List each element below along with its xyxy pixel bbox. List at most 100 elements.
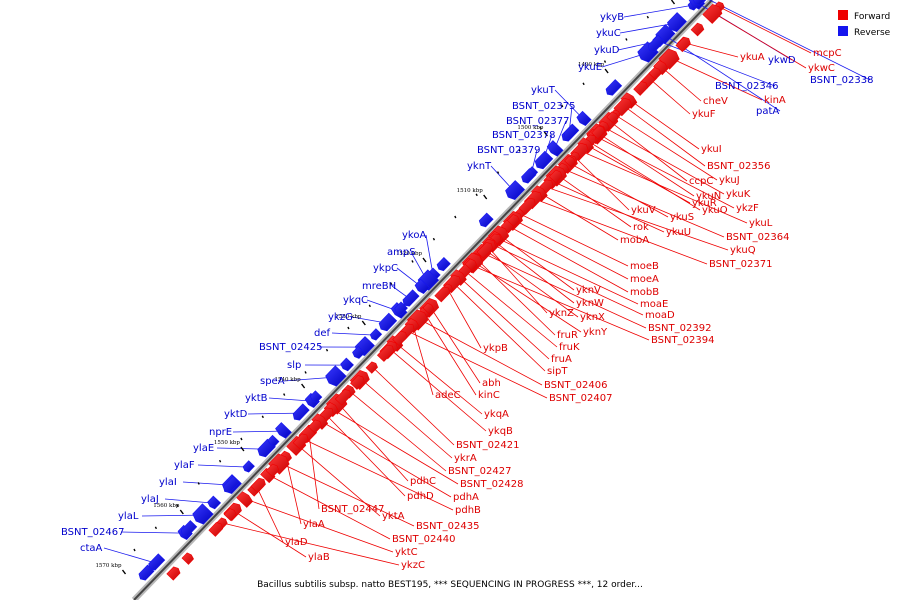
gene-label-ykuf[interactable]: ykuF: [692, 109, 716, 120]
gene-label-ykqc[interactable]: ykqC: [343, 295, 368, 306]
gene-label-bsnt-02356[interactable]: BSNT_02356: [707, 161, 770, 172]
gene-label-moea[interactable]: moeA: [630, 274, 659, 285]
gene-label-fruk[interactable]: fruK: [559, 342, 580, 353]
gene-label-ylae[interactable]: ylaE: [193, 443, 214, 454]
gene-label-yknx[interactable]: yknX: [580, 312, 605, 323]
gene-label-frua[interactable]: fruA: [551, 354, 572, 365]
gene-label-ykzg[interactable]: ykzG: [328, 312, 353, 323]
gene-label-ykuo[interactable]: ykuO: [702, 205, 728, 216]
gene-label-ykur[interactable]: ykuR: [692, 198, 717, 209]
gene-label-sipt[interactable]: sipT: [547, 366, 568, 377]
gene-label-ykqb[interactable]: ykqB: [488, 426, 513, 437]
gene-label-bsnt-02406[interactable]: BSNT_02406: [544, 380, 607, 391]
gene-label-frur[interactable]: fruR: [557, 330, 578, 341]
gene-label-pdhb[interactable]: pdhB: [455, 505, 481, 516]
gene-label-yktd[interactable]: yktD: [224, 409, 248, 420]
gene-label-npre[interactable]: nprE: [209, 427, 232, 438]
gene-label-ykuk[interactable]: ykuK: [726, 189, 751, 200]
gene-label-bsnt-02440[interactable]: BSNT_02440: [392, 534, 455, 545]
gene-label-yknz[interactable]: yknZ: [549, 308, 574, 319]
gene-label-mrebh[interactable]: mreBH: [362, 281, 396, 292]
gene-label-bsnt-02377[interactable]: BSNT_02377: [506, 116, 569, 127]
gene-label-bsnt-02392[interactable]: BSNT_02392: [648, 323, 711, 334]
gene-label-mcpc[interactable]: mcpC: [813, 48, 842, 59]
gene-label-ykul[interactable]: ykuL: [749, 218, 773, 229]
gene-label-yknv[interactable]: yknV: [576, 285, 601, 296]
gene-label-bsnt-02338[interactable]: BSNT_02338: [810, 75, 873, 86]
gene-label-moba[interactable]: mobA: [620, 235, 649, 246]
gene-label-bsnt-02379[interactable]: BSNT_02379: [477, 145, 540, 156]
gene-label-bsnt-02375[interactable]: BSNT_02375: [512, 101, 575, 112]
gene-label-ylaa[interactable]: ylaA: [303, 519, 325, 530]
gene-label-ylaf[interactable]: ylaF: [174, 460, 195, 471]
gene-label-pdha[interactable]: pdhA: [453, 492, 479, 503]
gene-label-pdhc[interactable]: pdhC: [410, 476, 436, 487]
gene-label-ctaa[interactable]: ctaA: [80, 543, 103, 554]
gene-label-bsnt-02425[interactable]: BSNT_02425: [259, 342, 322, 353]
leader-line: [302, 438, 454, 511]
gene-label-ykuj[interactable]: ykuJ: [719, 175, 740, 186]
gene-label-amps[interactable]: ampS: [387, 247, 416, 258]
gene-label-ykpb[interactable]: ykpB: [483, 343, 508, 354]
gene-label-pdhd[interactable]: pdhD: [407, 491, 434, 502]
gene-label-ykwd[interactable]: ykwD: [768, 55, 796, 66]
gene-label-ykyb[interactable]: ykyB: [600, 12, 624, 23]
gene-label-ylaj[interactable]: ylaJ: [141, 494, 159, 505]
gene-label-ccpc[interactable]: ccpC: [689, 176, 713, 187]
gene-label-bsnt-02346[interactable]: BSNT_02346: [715, 81, 778, 92]
gene-label-ykua[interactable]: ykuA: [740, 52, 765, 63]
gene-label-ylad[interactable]: ylaD: [285, 537, 308, 548]
gene-label-ykud[interactable]: ykuD: [594, 45, 620, 56]
gene-label-bsnt-02467[interactable]: BSNT_02467: [61, 527, 124, 538]
gene-label-ykue[interactable]: ykuE: [578, 62, 602, 73]
gene-label-bsnt-02407[interactable]: BSNT_02407: [549, 393, 612, 404]
gene-label-ylai[interactable]: ylaI: [159, 477, 177, 488]
gene-label-ykuc[interactable]: ykuC: [596, 28, 621, 39]
gene-label-bsnt-02428[interactable]: BSNT_02428: [460, 479, 523, 490]
gene-label-ykuq[interactable]: ykuQ: [730, 245, 756, 256]
gene-label-adec[interactable]: adeC: [435, 390, 461, 401]
gene-label-ykqa[interactable]: ykqA: [484, 409, 509, 420]
gene-label-yktb[interactable]: yktB: [245, 393, 268, 404]
gene-label-ykuv[interactable]: ykuV: [631, 205, 656, 216]
gene-label-ylal[interactable]: ylaL: [118, 511, 139, 522]
gene-label-ykwc[interactable]: ykwC: [808, 63, 835, 74]
gene-label-bsnt-02394[interactable]: BSNT_02394: [651, 335, 714, 346]
gene-label-ykuu[interactable]: ykuU: [666, 227, 691, 238]
gene-label-ykut[interactable]: ykuT: [531, 85, 556, 96]
gene-label-ykun[interactable]: ykuN: [696, 191, 721, 202]
gene-label-ykzf[interactable]: ykzF: [736, 203, 759, 214]
gene-label-bsnt-02447[interactable]: BSNT_02447: [321, 504, 384, 515]
gene-label-kinc[interactable]: kinC: [478, 390, 500, 401]
gene-label-ykus[interactable]: ykuS: [670, 212, 694, 223]
gene-label-yktc[interactable]: yktC: [395, 547, 418, 558]
gene-label-bsnt-02421[interactable]: BSNT_02421: [456, 440, 519, 451]
gene-label-ykta[interactable]: yktA: [382, 511, 405, 522]
gene-label-chev[interactable]: cheV: [703, 96, 728, 107]
gene-label-yknt[interactable]: yknT: [467, 161, 492, 172]
gene-label-ykui[interactable]: ykuI: [701, 144, 722, 155]
gene-label-moad[interactable]: moaD: [645, 310, 675, 321]
gene-label-bsnt-02371[interactable]: BSNT_02371: [709, 259, 772, 270]
gene-label-pata[interactable]: patA: [756, 106, 779, 117]
gene-label-yknw[interactable]: yknW: [576, 298, 604, 309]
gene-label-bsnt-02435[interactable]: BSNT_02435: [416, 521, 479, 532]
gene-label-bsnt-02427[interactable]: BSNT_02427: [448, 466, 511, 477]
gene-label-mobb[interactable]: mobB: [630, 287, 659, 298]
gene-label-kina[interactable]: kinA: [764, 95, 786, 106]
gene-label-ykra[interactable]: ykrA: [454, 453, 477, 464]
gene-label-moae[interactable]: moaE: [640, 299, 668, 310]
gene-label-moeb[interactable]: moeB: [630, 261, 659, 272]
gene-label-ykzc[interactable]: ykzC: [401, 560, 425, 571]
gene-label-abh[interactable]: abh: [482, 378, 501, 389]
gene-label-bsnt-02364[interactable]: BSNT_02364: [726, 232, 789, 243]
gene-label-slp[interactable]: slp: [287, 360, 301, 371]
gene-label-ylab[interactable]: ylaB: [308, 552, 330, 563]
gene-label-bsnt-02378[interactable]: BSNT_02378: [492, 130, 555, 141]
gene-label-def[interactable]: def: [314, 328, 331, 339]
gene-label-ykny[interactable]: yknY: [583, 327, 608, 338]
gene-label-ykpc[interactable]: ykpC: [373, 263, 398, 274]
gene-label-spea[interactable]: speA: [260, 376, 285, 387]
gene-label-ykoa[interactable]: ykoA: [402, 230, 426, 241]
gene-label-rok[interactable]: rok: [633, 222, 649, 233]
